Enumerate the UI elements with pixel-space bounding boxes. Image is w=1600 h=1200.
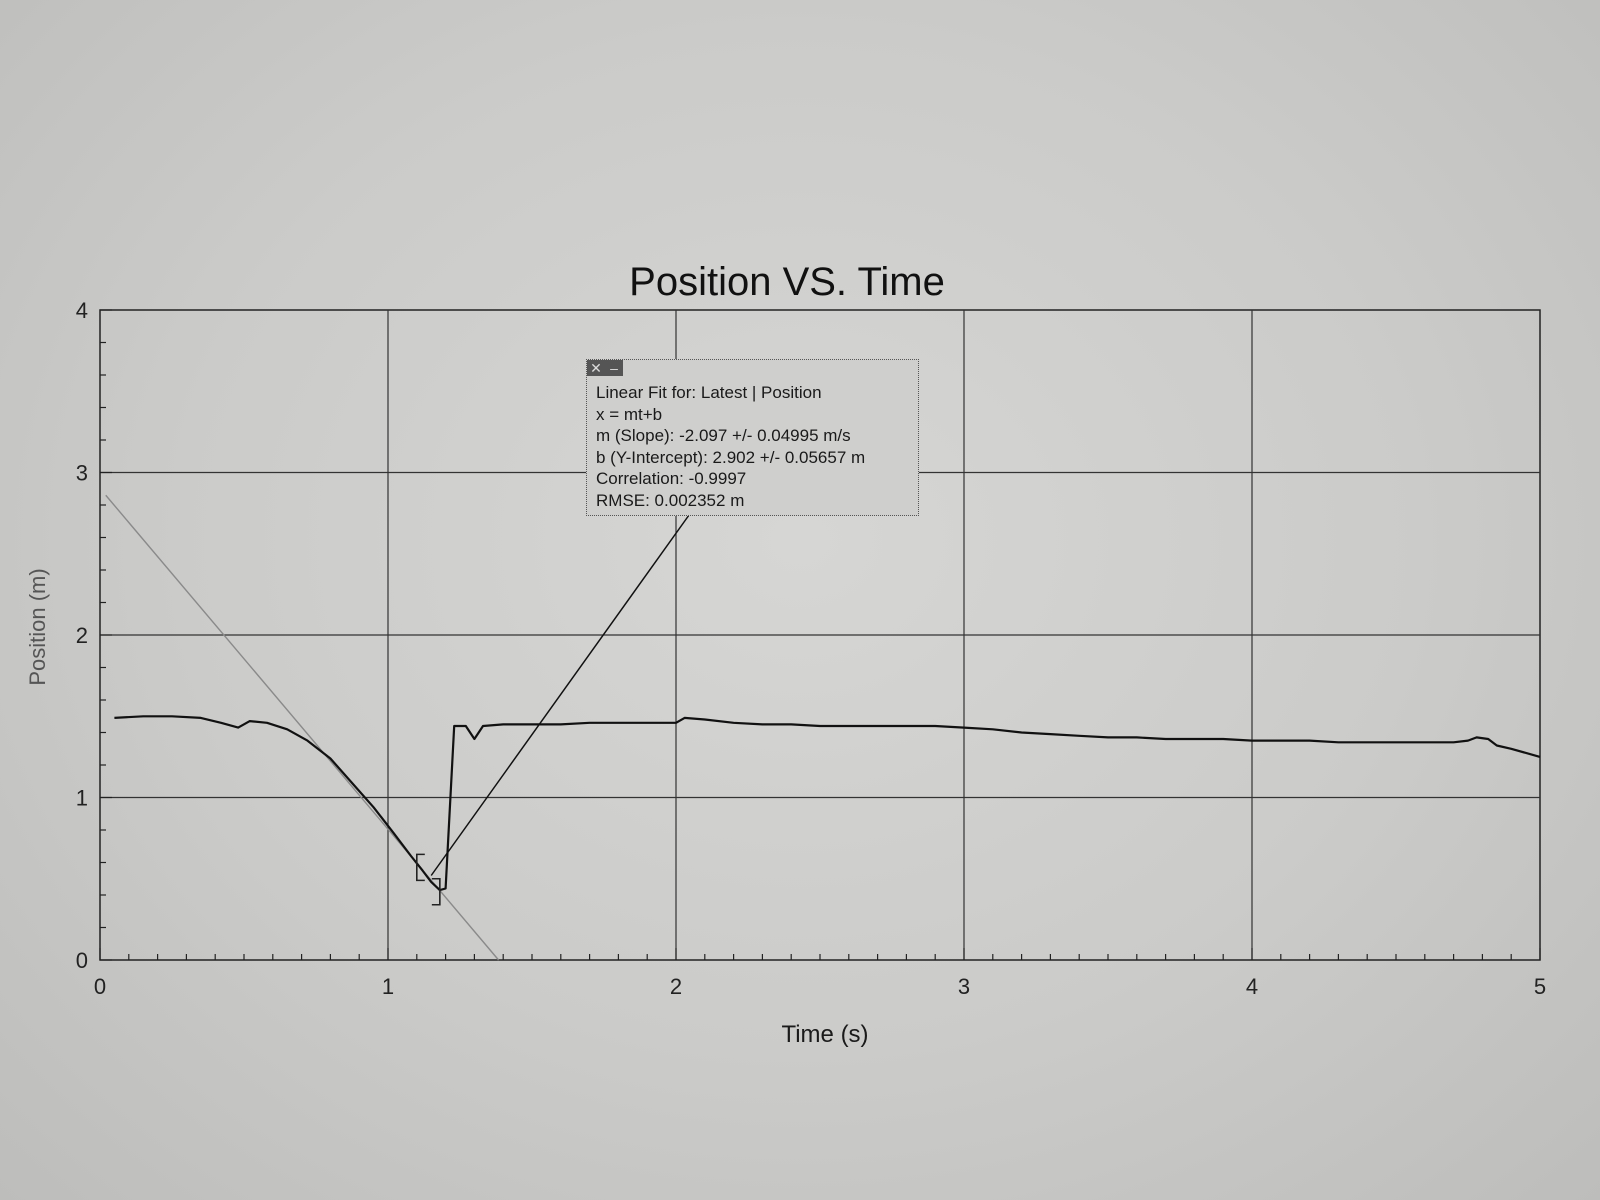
x-tick-label: 2: [670, 974, 682, 999]
linear-fit-layer: [105, 494, 692, 961]
y-tick-label: 4: [76, 298, 88, 323]
x-tick-label: 0: [94, 974, 106, 999]
y-tick-label: 1: [76, 786, 88, 811]
y-tick-label: 3: [76, 461, 88, 486]
series-layer: [114, 715, 1541, 892]
fit-line-intercept: b (Y-Intercept): 2.902 +/- 0.05657 m: [596, 447, 866, 467]
fit-pointer-line: [430, 512, 692, 876]
fit-region-left-bracket[interactable]: [416, 853, 425, 882]
chart-title: Position VS. Time: [629, 260, 945, 304]
fit-box-controls: ✕ –: [587, 360, 623, 376]
minor-ticks: [99, 309, 1541, 961]
tick-labels: 0 1 2 3 4 5 0 1 2 3 4: [76, 298, 1546, 999]
fit-box-text: Linear Fit for: Latest | Position x = mt…: [596, 382, 865, 511]
fit-line-slope: m (Slope): -2.097 +/- 0.04995 m/s: [596, 426, 851, 445]
y-tick-label: 2: [76, 623, 88, 648]
fit-line-header: Linear Fit for: Latest | Position: [596, 383, 822, 402]
minimize-icon[interactable]: –: [610, 360, 618, 376]
fit-line-rmse: RMSE: 0.002352 m: [596, 490, 745, 510]
x-tick-label: 3: [958, 974, 970, 999]
fit-line-correlation: Correlation: -0.9997: [596, 469, 747, 488]
fit-region-brackets[interactable]: [416, 853, 441, 906]
y-tick-label: 0: [76, 948, 88, 973]
y-axis-label: Position (m): [25, 568, 50, 685]
x-tick-label: 5: [1534, 974, 1546, 999]
position-series-line: [114, 715, 1541, 892]
x-tick-label: 1: [382, 974, 394, 999]
close-icon[interactable]: ✕: [590, 360, 602, 376]
fit-line-equation: x = mt+b: [596, 404, 663, 424]
linear-fit-info-box[interactable]: ✕ – Linear Fit for: Latest | Position x …: [586, 359, 919, 516]
x-axis-label: Time (s): [781, 1021, 868, 1048]
fit-region-right-bracket[interactable]: [431, 877, 441, 906]
x-tick-label: 4: [1246, 974, 1258, 999]
